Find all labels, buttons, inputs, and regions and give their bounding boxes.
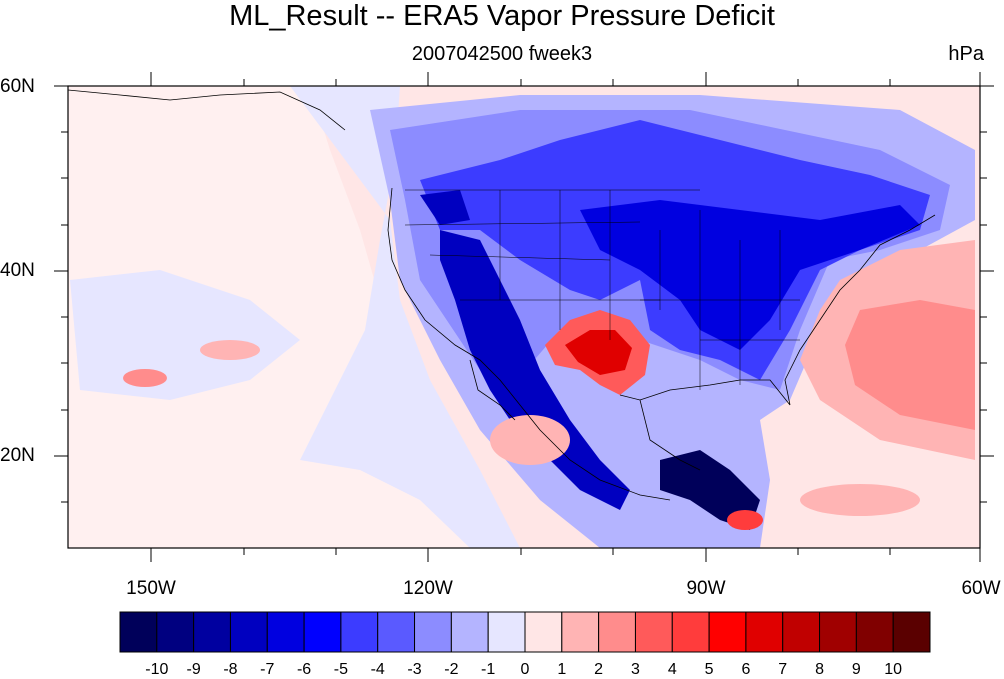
colorbar-tick-label: 8 <box>815 661 824 678</box>
colorbar-tick-label: -2 <box>444 661 459 678</box>
colorbar-swatch <box>119 611 158 653</box>
colorbar-swatch <box>598 611 636 653</box>
caribbean-warm-spot <box>727 510 763 530</box>
chart-title: ML_Result -- ERA5 Vapor Pressure Deficit <box>229 0 775 32</box>
colorbar-swatch <box>303 611 342 653</box>
colorbar-swatch <box>524 611 563 653</box>
colorbar-tick-label: -5 <box>333 661 349 678</box>
colorbar-tick-label: -8 <box>223 661 238 678</box>
colorbar-swatch <box>414 611 452 653</box>
state-borders <box>404 189 800 390</box>
colorbar-swatch <box>377 611 416 653</box>
colorbar-swatch <box>855 611 894 653</box>
colorbar-swatch <box>229 611 268 653</box>
colorbar-tick-label: -3 <box>407 661 422 678</box>
colorbar-swatch <box>671 611 710 653</box>
colorbar-swatch <box>819 611 857 653</box>
colorbar-tick-label: 4 <box>667 661 677 678</box>
chart-subtitle: 2007042500 fweek3 <box>411 43 593 65</box>
lon-label-120w: 120W <box>403 578 453 599</box>
colorbar <box>119 611 931 653</box>
atlantic-high-inner <box>845 300 975 430</box>
colorbar-tick-label: 1 <box>557 661 567 678</box>
colorbar-swatch <box>487 611 526 653</box>
caribbean-warm-band <box>800 484 920 516</box>
colorbar-swatch <box>745 611 784 653</box>
map-field <box>68 86 980 548</box>
colorbar-swatch <box>892 611 931 653</box>
lon-label-90w: 90W <box>686 578 726 599</box>
colorbar-swatch <box>266 611 305 653</box>
central-america-deep-blue <box>660 450 760 530</box>
colorbar-tick-label: -7 <box>260 661 275 678</box>
colorbar-tick-label: 2 <box>594 661 604 678</box>
colorbar-swatch <box>193 611 231 653</box>
colorbar-swatch <box>782 611 821 653</box>
colorbar-tick-label: -1 <box>481 661 496 678</box>
colorbar-swatch <box>708 611 747 653</box>
colorbar-tick-label: 7 <box>778 661 788 678</box>
coastlines <box>68 89 936 501</box>
east-us-deep-blue <box>580 200 920 350</box>
lat-label-40n: 40N <box>0 260 35 281</box>
pacific-near-zero <box>290 86 520 548</box>
lon-label-60w: 60W <box>961 578 1001 599</box>
colorbar-swatch <box>634 611 673 653</box>
colorbar-swatch <box>450 611 489 653</box>
southern-plains-core <box>565 330 632 375</box>
pacific-warm-spot-2 <box>123 369 167 387</box>
colorbar-tick-label: -9 <box>186 661 201 678</box>
colorbar-tick-label: -6 <box>296 661 312 678</box>
pacific-warm-spot-1 <box>200 340 260 360</box>
colorbar-swatch <box>561 611 600 653</box>
lat-label-20n: 20N <box>0 445 35 466</box>
colorbar-swatch <box>340 611 379 653</box>
lat-label-60n: 60N <box>0 76 35 97</box>
colorbar-tick-label: 0 <box>520 661 530 678</box>
pacific-near-zero-2 <box>70 270 300 400</box>
colorbar-tick-label: -4 <box>370 661 385 678</box>
colorbar-tick-label: 10 <box>884 661 903 678</box>
colorbar-tick-label: -10 <box>145 661 169 678</box>
colorbar-tick-label: 3 <box>631 661 640 678</box>
colorbar-tick-label: 6 <box>741 661 751 678</box>
baja-warm-spot <box>490 415 570 465</box>
pnw-deep-blue <box>420 190 470 225</box>
colorbar-swatch <box>156 611 195 653</box>
lon-label-150w: 150W <box>126 578 176 599</box>
axis-ticks <box>54 72 994 562</box>
units-label: hPa <box>948 43 984 65</box>
colorbar-tick-label: 5 <box>704 661 714 678</box>
colorbar-tick-label: 9 <box>851 661 861 678</box>
